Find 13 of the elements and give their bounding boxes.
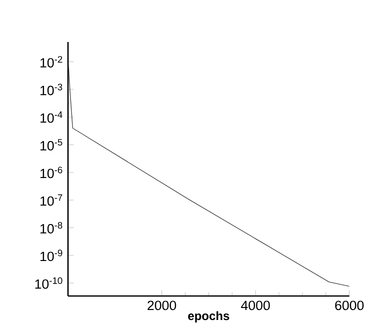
x-axis-title: epochs xyxy=(188,311,230,322)
y-tick-label: 10$^{-7}$ xyxy=(40,194,62,206)
y-tick-label: 10$^{-4}$ xyxy=(40,111,62,123)
y-tick-label: 10$^{-8}$ xyxy=(40,222,62,234)
y-tick-label: 10$^{-5}$ xyxy=(40,139,62,150)
y-tick-label: 10$^{-6}$ xyxy=(40,166,62,178)
x-tick-label: 6000 xyxy=(335,300,364,310)
y-tick-label: 10$^{-9}$ xyxy=(40,250,62,262)
x-tick-label: 4000 xyxy=(241,300,270,310)
y-tick-label: 10$^{-3}$ xyxy=(40,84,62,96)
y-tick-label: 10$^{-10}$ xyxy=(35,277,62,289)
x-tick-label: 2000 xyxy=(148,300,176,310)
y-tick-label: 10$^{-2}$ xyxy=(40,56,62,68)
